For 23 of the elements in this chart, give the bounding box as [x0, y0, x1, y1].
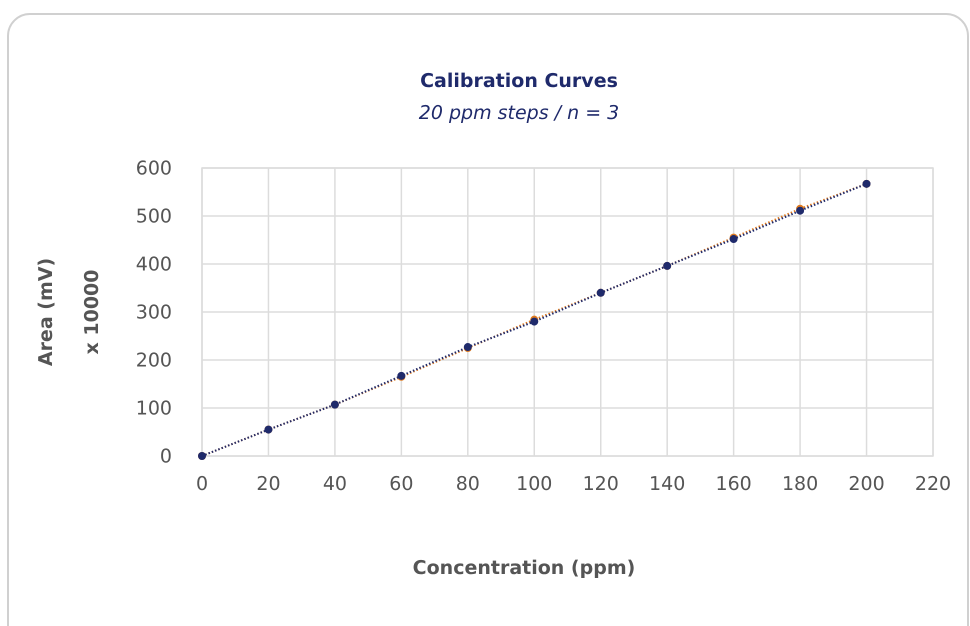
x-tick-label: 20 [256, 473, 281, 495]
chart-title: Calibration Curves [420, 70, 618, 92]
x-tick-label: 180 [782, 473, 818, 495]
y-tick-label: 200 [136, 350, 172, 372]
y-tick-label: 600 [136, 158, 172, 180]
y-tick-label: 0 [160, 446, 172, 468]
x-tick-label: 0 [196, 473, 208, 495]
y-tick-label: 300 [136, 302, 172, 324]
x-tick-label: 160 [716, 473, 752, 495]
chart-subtitle: 20 ppm steps / n = 3 [418, 102, 620, 124]
y-tick-label: 100 [136, 398, 172, 420]
x-tick-label: 220 [914, 473, 952, 495]
x-tick-label: 60 [389, 473, 414, 495]
x-tick-label: 100 [516, 473, 552, 495]
x-axis-title: Concentration (ppm) [412, 557, 636, 579]
x-tick-label: 80 [456, 473, 480, 495]
y-tick-label: 400 [136, 254, 172, 276]
x-tick-label: 120 [582, 473, 619, 495]
x-tick-label: 40 [322, 473, 348, 495]
y-tick-label: 500 [136, 206, 172, 228]
x-tick-label: 200 [848, 473, 885, 495]
text: Area (mV) x 10000 [35, 258, 103, 366]
x-tick-label: 140 [649, 473, 686, 495]
